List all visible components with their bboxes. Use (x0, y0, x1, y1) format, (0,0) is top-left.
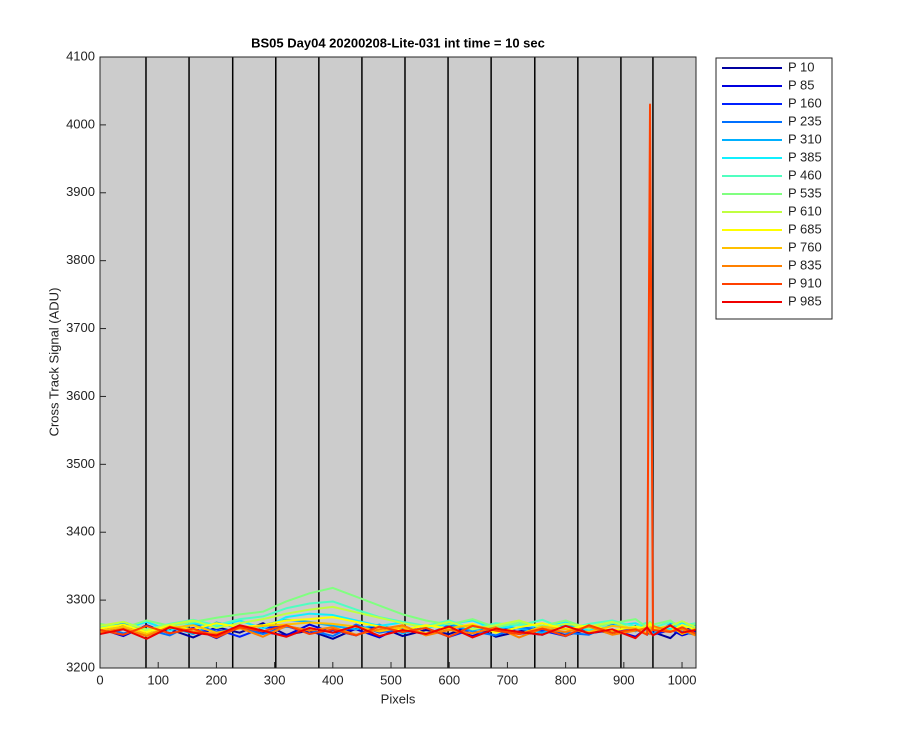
x-tick-label: 300 (264, 672, 286, 687)
x-tick-label: 600 (438, 672, 460, 687)
legend-label: P 460 (788, 167, 822, 182)
legend-label: P 85 (788, 77, 815, 92)
x-tick-label: 500 (380, 672, 402, 687)
legend-label: P 10 (788, 59, 815, 74)
x-tick-label: 700 (497, 672, 519, 687)
plot-area (100, 57, 696, 668)
legend-label: P 610 (788, 203, 822, 218)
axes-box (99, 56, 697, 669)
legend-label: P 685 (788, 221, 822, 236)
x-tick-label: 1000 (668, 672, 697, 687)
x-tick-label: 800 (555, 672, 577, 687)
x-tick-label: 0 (96, 672, 103, 687)
x-tick-label: 200 (206, 672, 228, 687)
x-tick-label: 400 (322, 672, 344, 687)
series-line (99, 624, 696, 640)
y-tick-label: 3900 (66, 184, 95, 199)
y-tick-label: 3800 (66, 252, 95, 267)
legend-label: P 310 (788, 131, 822, 146)
legend-label: P 385 (788, 149, 822, 164)
legend-label: P 760 (788, 239, 822, 254)
y-tick-label: 3400 (66, 524, 95, 539)
legend-label: P 985 (788, 293, 822, 308)
y-tick-label: 4000 (66, 116, 95, 131)
y-tick-label: 3200 (66, 659, 95, 674)
series-lines (99, 103, 696, 640)
legend-box (715, 57, 833, 320)
vertical-lines (145, 57, 654, 668)
chart-title: BS05 Day04 20200208-Lite-031 int time = … (251, 35, 545, 50)
legend-label: P 235 (788, 113, 822, 128)
legend: P 10 P 85 P 160 P 235 P 310 P 385 P 460 P 535 P … (715, 57, 833, 320)
x-axis-label: Pixels (381, 691, 416, 706)
x-tick-label: 900 (613, 672, 635, 687)
legend-label: P 910 (788, 275, 822, 290)
legend-label: P 160 (788, 95, 822, 110)
y-tick-label: 3600 (66, 388, 95, 403)
legend-label: P 535 (788, 185, 822, 200)
x-tick-label: 100 (147, 672, 169, 687)
series-line (99, 103, 696, 639)
y-tick-label: 4100 (66, 48, 95, 63)
y-tick-label: 3500 (66, 456, 95, 471)
y-tick-label: 3700 (66, 320, 95, 335)
y-axis-label: Cross Track Signal (ADU) (46, 288, 61, 437)
legend-label: P 835 (788, 257, 822, 272)
ticks: 0 100 200 300 400 500 600 700 800 900 1000 3200 3300… (66, 48, 696, 687)
y-tick-label: 3300 (66, 592, 95, 607)
